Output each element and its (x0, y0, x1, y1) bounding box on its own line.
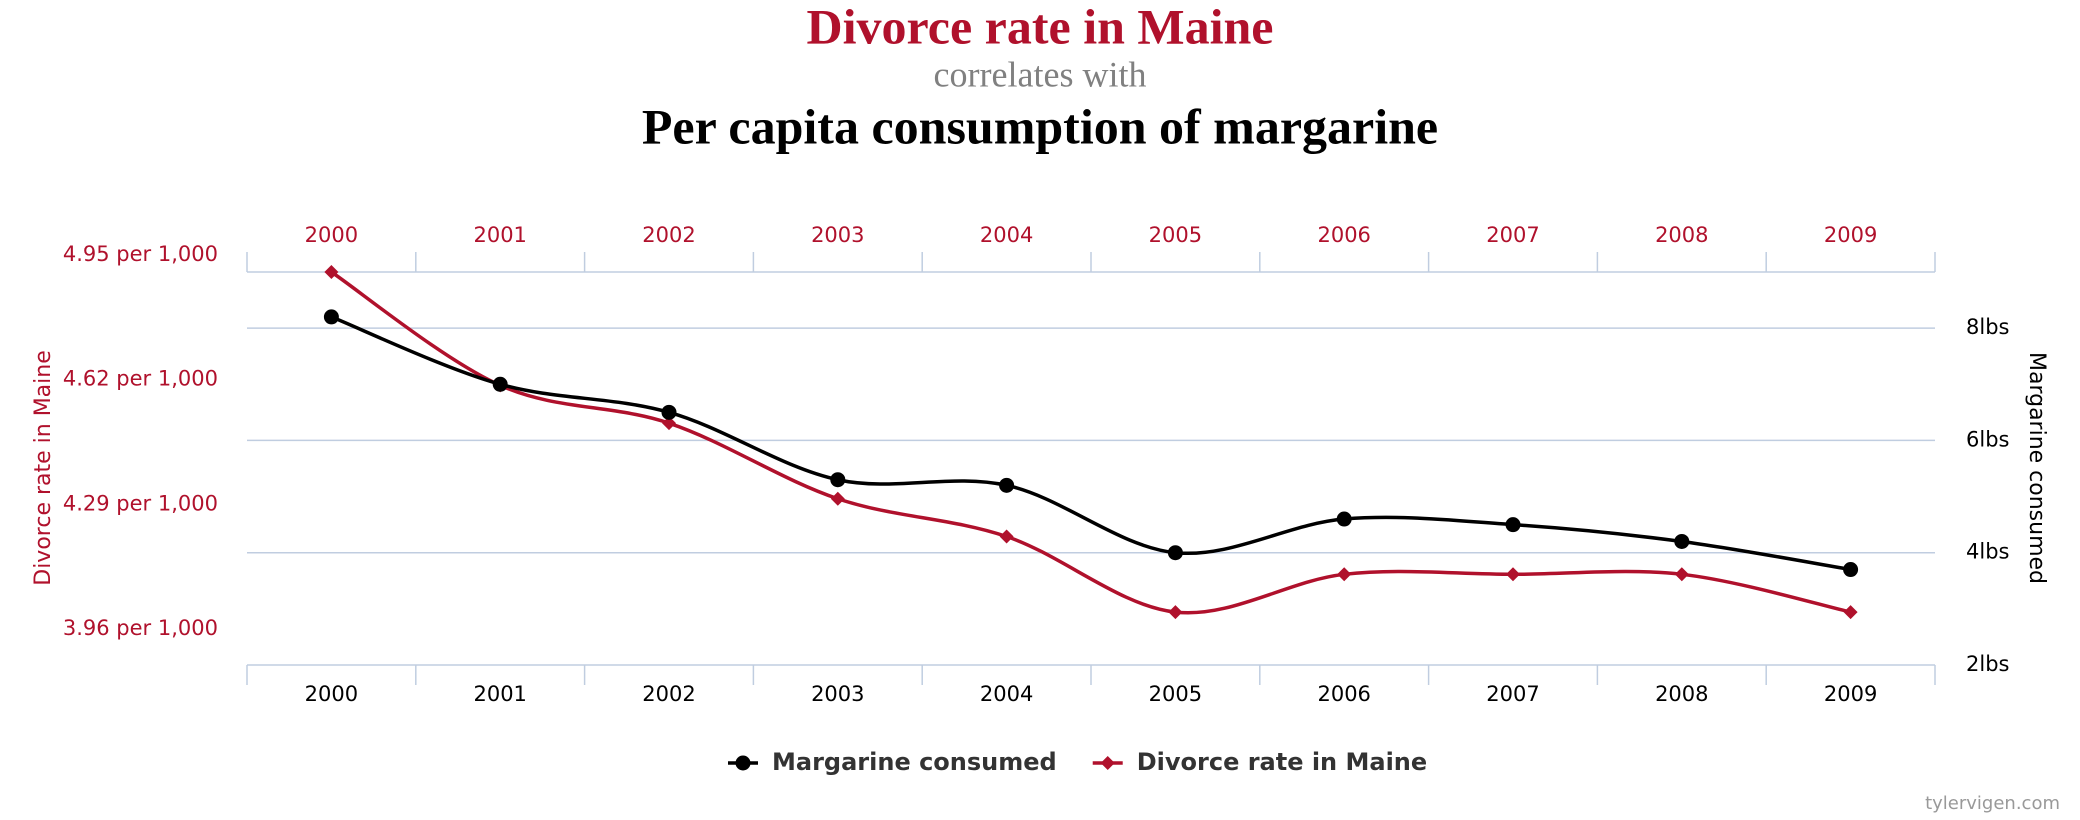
legend-marker (1100, 756, 1115, 770)
legend-item: Margarine consumed (728, 748, 1057, 776)
series-line (330, 315, 1851, 572)
x-top-tick-label: 2002 (642, 223, 695, 247)
data-point (323, 309, 339, 325)
data-point (661, 404, 677, 420)
x-top-tick-label: 2001 (473, 223, 526, 247)
data-point (1674, 533, 1690, 549)
y-tick-label: 4.29 per 1,000 (63, 491, 218, 515)
data-point (1167, 545, 1183, 561)
y2-tick-label: 8lbs (1966, 315, 2009, 339)
x-top-tick-label: 2004 (980, 223, 1033, 247)
legend-marker (735, 755, 751, 771)
x-top-tick-label: 2008 (1655, 223, 1708, 247)
y2-tick-label: 6lbs (1966, 427, 2009, 451)
data-point (662, 416, 676, 431)
x-tick-label: 2000 (305, 682, 358, 706)
x-tick-label: 2001 (473, 682, 526, 706)
data-point (1506, 567, 1520, 582)
x-tick-label: 2007 (1486, 682, 1539, 706)
x-tick-label: 2002 (642, 682, 695, 706)
y-tick-label: 4.95 per 1,000 (63, 242, 218, 266)
legend-label: Divorce rate in Maine (1137, 748, 1427, 776)
connector-text: correlates with (934, 54, 1147, 94)
credit: tylervigen.com (1925, 793, 2060, 814)
data-point (1337, 567, 1352, 582)
y-tick-label: 3.96 per 1,000 (63, 616, 218, 640)
x-tick-label: 2008 (1655, 682, 1708, 706)
legend-label: Margarine consumed (772, 748, 1057, 776)
x-top-tick-label: 2006 (1317, 223, 1370, 247)
x-top-tick-label: 2000 (305, 223, 358, 247)
y2-tick-label: 2lbs (1966, 652, 2009, 676)
y2-tick-label: 4lbs (1966, 540, 2009, 564)
x-top-tick-label: 2009 (1824, 223, 1877, 247)
chart-subtitle: Per capita consumption of margarine (642, 98, 1438, 154)
x-tick-label: 2005 (1149, 682, 1202, 706)
legend-item: Divorce rate in Maine (1092, 748, 1427, 776)
y-tick-label: 4.62 per 1,000 (63, 367, 218, 391)
y-axis-title: Divorce rate in Maine (31, 350, 56, 586)
x-top-tick-label: 2007 (1486, 223, 1539, 247)
chart-title: Divorce rate in Maine (807, 0, 1274, 54)
data-point (830, 472, 846, 488)
series-line (330, 270, 1851, 615)
data-point (1843, 605, 1858, 620)
x-top-tick-label: 2003 (811, 223, 864, 247)
x-tick-label: 2009 (1824, 682, 1877, 706)
x-tick-label: 2003 (811, 682, 864, 706)
data-point (1674, 567, 1689, 582)
data-point (324, 265, 339, 279)
data-point (1843, 562, 1859, 578)
data-point (1336, 511, 1352, 527)
data-point (1168, 605, 1183, 620)
data-point (492, 376, 508, 392)
data-point (1505, 517, 1521, 533)
x-tick-label: 2006 (1317, 682, 1370, 706)
data-point (999, 477, 1015, 493)
x-tick-label: 2004 (980, 682, 1033, 706)
x-top-tick-label: 2005 (1149, 223, 1202, 247)
y2-axis-title: Margarine consumed (2024, 352, 2049, 584)
data-point (830, 491, 845, 506)
data-point (999, 529, 1014, 544)
